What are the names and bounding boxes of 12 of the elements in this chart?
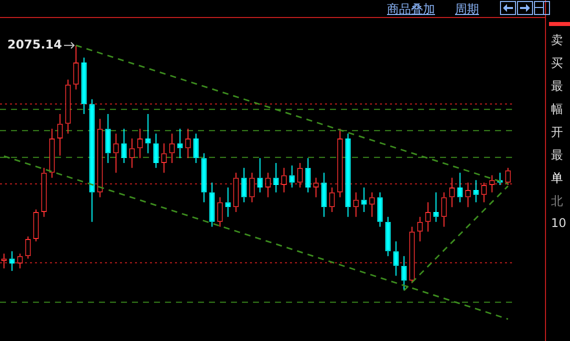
text: 最: [551, 78, 563, 95]
text: 10: [551, 216, 566, 230]
text: 最: [551, 147, 563, 164]
text: 买: [551, 55, 563, 72]
text: 卖: [551, 32, 563, 49]
text: 幅: [551, 101, 563, 118]
text: 北: [551, 193, 563, 210]
text: 开: [551, 124, 563, 141]
annotation: 2075.14: [7, 38, 62, 52]
text: 单: [551, 170, 563, 187]
text: 商品叠加: [387, 1, 435, 18]
text: 周期: [455, 1, 479, 18]
